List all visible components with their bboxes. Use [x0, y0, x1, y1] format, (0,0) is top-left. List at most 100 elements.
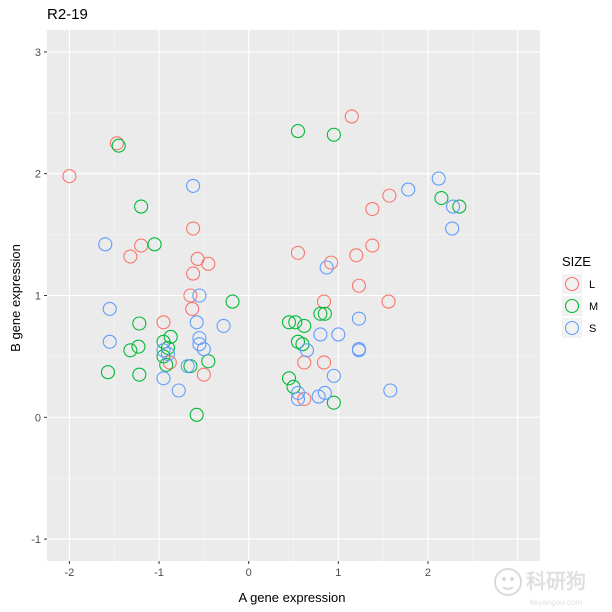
- dog-logo-icon: [494, 568, 522, 596]
- data-point: [290, 245, 306, 260]
- data-point: [297, 318, 312, 333]
- data-point: [62, 169, 77, 184]
- legend-key-bg: [562, 296, 582, 316]
- data-point: [156, 343, 171, 358]
- data-point: [156, 315, 171, 330]
- data-point: [196, 367, 211, 382]
- data-point: [134, 199, 149, 214]
- y-tick-label: 0: [35, 412, 41, 424]
- data-point: [316, 355, 332, 370]
- data-point: [186, 221, 201, 236]
- x-axis-ticks: -2 -1 0 1 2: [65, 561, 431, 579]
- data-point: [132, 367, 147, 382]
- data-point: [186, 178, 201, 193]
- data-points: [62, 109, 467, 422]
- data-point: [351, 278, 366, 293]
- data-point: [349, 248, 364, 263]
- y-tick-label: 3: [35, 47, 41, 59]
- data-point: [319, 260, 334, 275]
- legend-key-bg: [562, 318, 582, 338]
- legend-title: SIZE: [562, 254, 591, 269]
- legend-label-S: S: [589, 323, 596, 335]
- data-point: [134, 238, 149, 253]
- data-point: [383, 383, 398, 398]
- x-axis-title: A gene expression: [239, 590, 346, 605]
- data-point: [445, 221, 460, 236]
- data-point: [290, 385, 306, 400]
- data-point: [452, 199, 467, 214]
- data-point: [196, 342, 211, 357]
- data-point: [382, 188, 397, 203]
- legend-key-M: [564, 298, 580, 314]
- legend-key-L: [564, 276, 580, 292]
- y-axis-title: B gene expression: [8, 244, 23, 352]
- data-point: [365, 201, 380, 217]
- data-point: [147, 237, 162, 252]
- data-point: [351, 311, 366, 326]
- data-point: [185, 301, 200, 316]
- data-point: [446, 199, 461, 214]
- x-tick-label: -1: [154, 567, 164, 579]
- y-axis-ticks: -1 0 1 2 3: [31, 47, 47, 546]
- data-point: [365, 238, 380, 253]
- data-point: [156, 371, 171, 386]
- data-point: [160, 346, 176, 362]
- data-point: [281, 315, 297, 330]
- data-point: [216, 318, 231, 333]
- data-point: [131, 339, 146, 354]
- x-tick-label: 0: [246, 567, 252, 579]
- data-point: [326, 395, 341, 410]
- legend-key-bg: [562, 274, 582, 294]
- x-tick-label: 1: [335, 567, 341, 579]
- watermark-main: 科研狗: [526, 569, 586, 593]
- series-L: [62, 109, 397, 407]
- data-point: [109, 136, 124, 151]
- data-point: [401, 182, 416, 197]
- x-tick-label: -2: [65, 567, 75, 579]
- data-point: [201, 256, 216, 271]
- legend-label-M: M: [589, 301, 598, 313]
- legend-key-S: [564, 320, 580, 336]
- data-point: [290, 391, 306, 407]
- data-point: [186, 266, 201, 281]
- y-tick-label: 1: [35, 291, 41, 303]
- chart-title: R2-19: [47, 6, 88, 23]
- data-point: [123, 249, 138, 264]
- data-point: [331, 327, 346, 342]
- data-point: [290, 124, 306, 139]
- y-tick-label: -1: [31, 534, 41, 546]
- data-point: [163, 329, 178, 344]
- watermark: 科研狗 keyangou.com: [494, 568, 586, 607]
- data-point: [326, 368, 341, 383]
- data-point: [431, 171, 446, 186]
- data-point: [281, 371, 297, 386]
- data-point: [189, 315, 204, 330]
- data-point: [171, 383, 186, 398]
- data-point: [324, 255, 339, 270]
- data-point: [225, 294, 240, 309]
- watermark-sub: keyangou.com: [530, 598, 582, 607]
- data-point: [183, 288, 198, 303]
- data-point: [299, 343, 314, 358]
- data-point: [381, 294, 396, 309]
- data-point: [102, 334, 117, 349]
- data-point: [317, 306, 332, 321]
- data-point: [192, 288, 207, 303]
- data-point: [98, 237, 113, 252]
- series-M: [100, 124, 467, 422]
- data-point: [111, 138, 126, 153]
- data-point: [434, 191, 449, 206]
- data-point: [180, 359, 195, 374]
- data-point: [313, 327, 328, 342]
- y-tick-label: 2: [35, 169, 41, 181]
- data-point: [132, 316, 147, 331]
- series-S: [98, 171, 461, 407]
- data-point: [313, 306, 328, 321]
- data-point: [201, 354, 216, 369]
- data-point: [100, 365, 116, 380]
- legend-label-L: L: [589, 279, 595, 291]
- data-point: [189, 407, 204, 422]
- x-tick-label: 2: [425, 567, 431, 579]
- data-point: [344, 109, 359, 124]
